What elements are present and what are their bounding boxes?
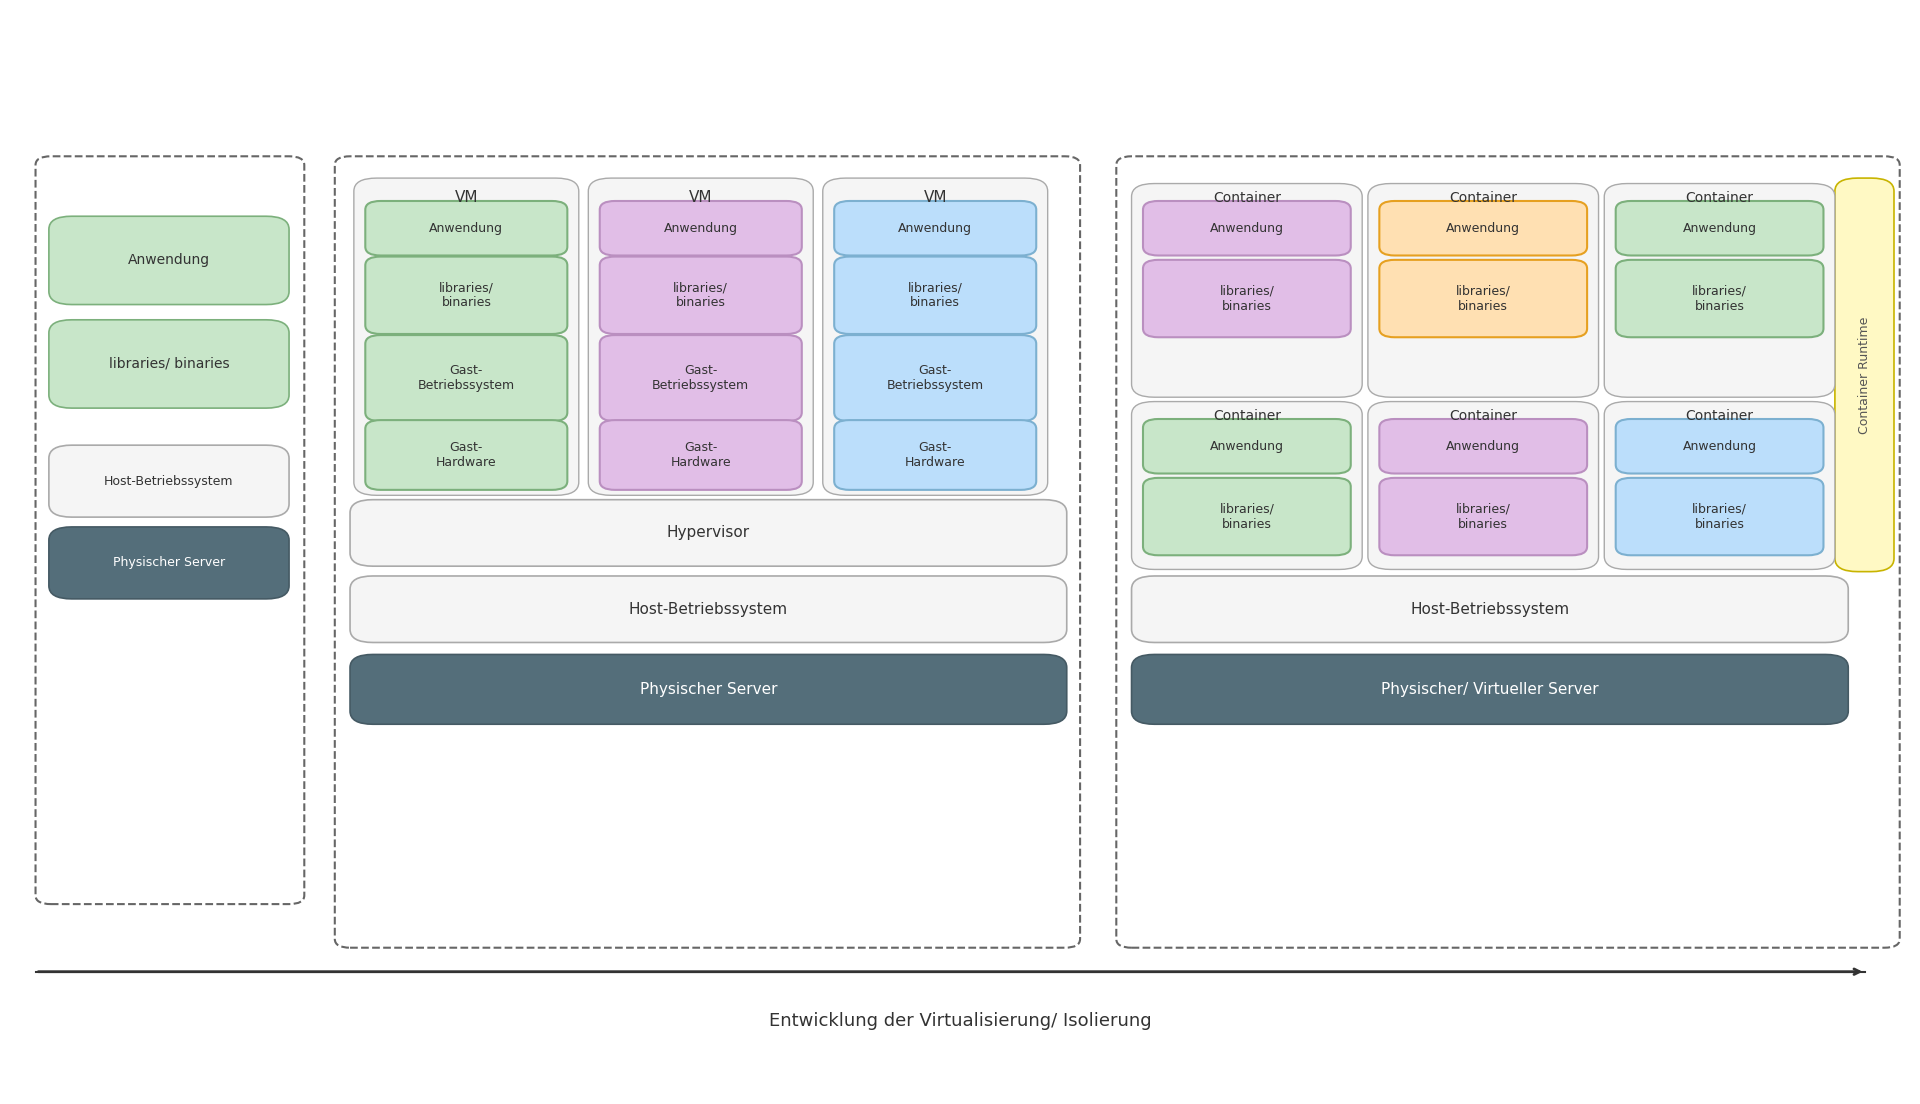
Text: Container: Container xyxy=(1213,191,1281,204)
FancyBboxPatch shape xyxy=(1836,178,1893,572)
FancyBboxPatch shape xyxy=(1379,201,1588,255)
Text: Entwicklung der Virtualisierung/ Isolierung: Entwicklung der Virtualisierung/ Isolier… xyxy=(768,1011,1152,1030)
FancyBboxPatch shape xyxy=(1142,420,1352,474)
Text: Anwendung: Anwendung xyxy=(1446,439,1521,453)
FancyBboxPatch shape xyxy=(349,655,1068,724)
FancyBboxPatch shape xyxy=(349,500,1068,566)
FancyBboxPatch shape xyxy=(1131,655,1849,724)
FancyBboxPatch shape xyxy=(599,201,803,255)
Text: VM: VM xyxy=(689,190,712,205)
FancyBboxPatch shape xyxy=(833,336,1037,422)
FancyBboxPatch shape xyxy=(1617,201,1824,255)
Text: Gast-
Betriebssystem: Gast- Betriebssystem xyxy=(653,364,749,392)
Text: Container: Container xyxy=(1686,408,1753,423)
Text: libraries/
binaries: libraries/ binaries xyxy=(1692,285,1747,312)
Text: libraries/
binaries: libraries/ binaries xyxy=(1219,502,1275,531)
FancyBboxPatch shape xyxy=(48,445,290,517)
Text: Physischer Server: Physischer Server xyxy=(639,682,778,697)
FancyBboxPatch shape xyxy=(1617,478,1824,555)
Text: libraries/ binaries: libraries/ binaries xyxy=(109,357,228,371)
Text: VM: VM xyxy=(455,190,478,205)
Text: Anwendung: Anwendung xyxy=(1210,439,1284,453)
FancyBboxPatch shape xyxy=(588,178,814,496)
Text: Container: Container xyxy=(1450,191,1517,204)
FancyBboxPatch shape xyxy=(1142,259,1352,337)
FancyBboxPatch shape xyxy=(1142,201,1352,255)
FancyBboxPatch shape xyxy=(824,178,1048,496)
FancyBboxPatch shape xyxy=(1617,259,1824,337)
Text: Anwendung: Anwendung xyxy=(1682,222,1757,235)
FancyBboxPatch shape xyxy=(1131,402,1361,570)
FancyBboxPatch shape xyxy=(1379,478,1588,555)
FancyBboxPatch shape xyxy=(1367,402,1599,570)
FancyBboxPatch shape xyxy=(1116,157,1899,947)
FancyBboxPatch shape xyxy=(1617,420,1824,474)
FancyBboxPatch shape xyxy=(1131,576,1849,643)
FancyBboxPatch shape xyxy=(1379,420,1588,474)
FancyBboxPatch shape xyxy=(833,201,1037,255)
Text: VM: VM xyxy=(924,190,947,205)
Text: Container Runtime: Container Runtime xyxy=(1859,316,1870,434)
FancyBboxPatch shape xyxy=(599,421,803,490)
Text: Anwendung: Anwendung xyxy=(430,222,503,235)
FancyBboxPatch shape xyxy=(1605,402,1836,570)
FancyBboxPatch shape xyxy=(48,216,290,305)
FancyBboxPatch shape xyxy=(833,421,1037,490)
FancyBboxPatch shape xyxy=(1142,478,1352,555)
Text: Host-Betriebssystem: Host-Betriebssystem xyxy=(104,475,234,488)
Text: Host-Betriebssystem: Host-Betriebssystem xyxy=(630,602,787,617)
Text: Gast-
Hardware: Gast- Hardware xyxy=(670,440,732,469)
Text: Anwendung: Anwendung xyxy=(1210,222,1284,235)
Text: Container: Container xyxy=(1450,408,1517,423)
FancyBboxPatch shape xyxy=(833,256,1037,335)
FancyBboxPatch shape xyxy=(353,178,578,496)
FancyBboxPatch shape xyxy=(365,336,566,422)
Text: Physischer/ Virtueller Server: Physischer/ Virtueller Server xyxy=(1380,682,1599,697)
FancyBboxPatch shape xyxy=(1605,183,1836,397)
FancyBboxPatch shape xyxy=(1367,183,1599,397)
Text: Container: Container xyxy=(1213,408,1281,423)
FancyBboxPatch shape xyxy=(1131,183,1361,397)
FancyBboxPatch shape xyxy=(599,336,803,422)
Text: Anwendung: Anwendung xyxy=(1446,222,1521,235)
Text: libraries/
binaries: libraries/ binaries xyxy=(1455,285,1511,312)
Text: Gast-
Betriebssystem: Gast- Betriebssystem xyxy=(887,364,983,392)
Text: libraries/
binaries: libraries/ binaries xyxy=(440,282,493,309)
Text: Anwendung: Anwendung xyxy=(129,254,209,267)
Text: Physischer Server: Physischer Server xyxy=(113,556,225,570)
FancyBboxPatch shape xyxy=(365,421,566,490)
Text: Gast-
Betriebssystem: Gast- Betriebssystem xyxy=(419,364,515,392)
Text: Container: Container xyxy=(1686,191,1753,204)
Text: Anwendung: Anwendung xyxy=(899,222,972,235)
Text: Anwendung: Anwendung xyxy=(664,222,737,235)
Text: Gast-
Hardware: Gast- Hardware xyxy=(904,440,966,469)
Text: libraries/
binaries: libraries/ binaries xyxy=(1692,502,1747,531)
FancyBboxPatch shape xyxy=(365,256,566,335)
FancyBboxPatch shape xyxy=(1379,259,1588,337)
Text: libraries/
binaries: libraries/ binaries xyxy=(908,282,962,309)
FancyBboxPatch shape xyxy=(48,527,290,598)
FancyBboxPatch shape xyxy=(349,576,1068,643)
FancyBboxPatch shape xyxy=(365,201,566,255)
Text: libraries/
binaries: libraries/ binaries xyxy=(1219,285,1275,312)
Text: libraries/
binaries: libraries/ binaries xyxy=(1455,502,1511,531)
FancyBboxPatch shape xyxy=(48,320,290,408)
Text: Anwendung: Anwendung xyxy=(1682,439,1757,453)
FancyBboxPatch shape xyxy=(599,256,803,335)
Text: libraries/
binaries: libraries/ binaries xyxy=(674,282,728,309)
Text: Hypervisor: Hypervisor xyxy=(666,526,751,541)
FancyBboxPatch shape xyxy=(36,157,303,904)
FancyBboxPatch shape xyxy=(334,157,1081,947)
Text: Gast-
Hardware: Gast- Hardware xyxy=(436,440,497,469)
Text: Host-Betriebssystem: Host-Betriebssystem xyxy=(1411,602,1569,617)
